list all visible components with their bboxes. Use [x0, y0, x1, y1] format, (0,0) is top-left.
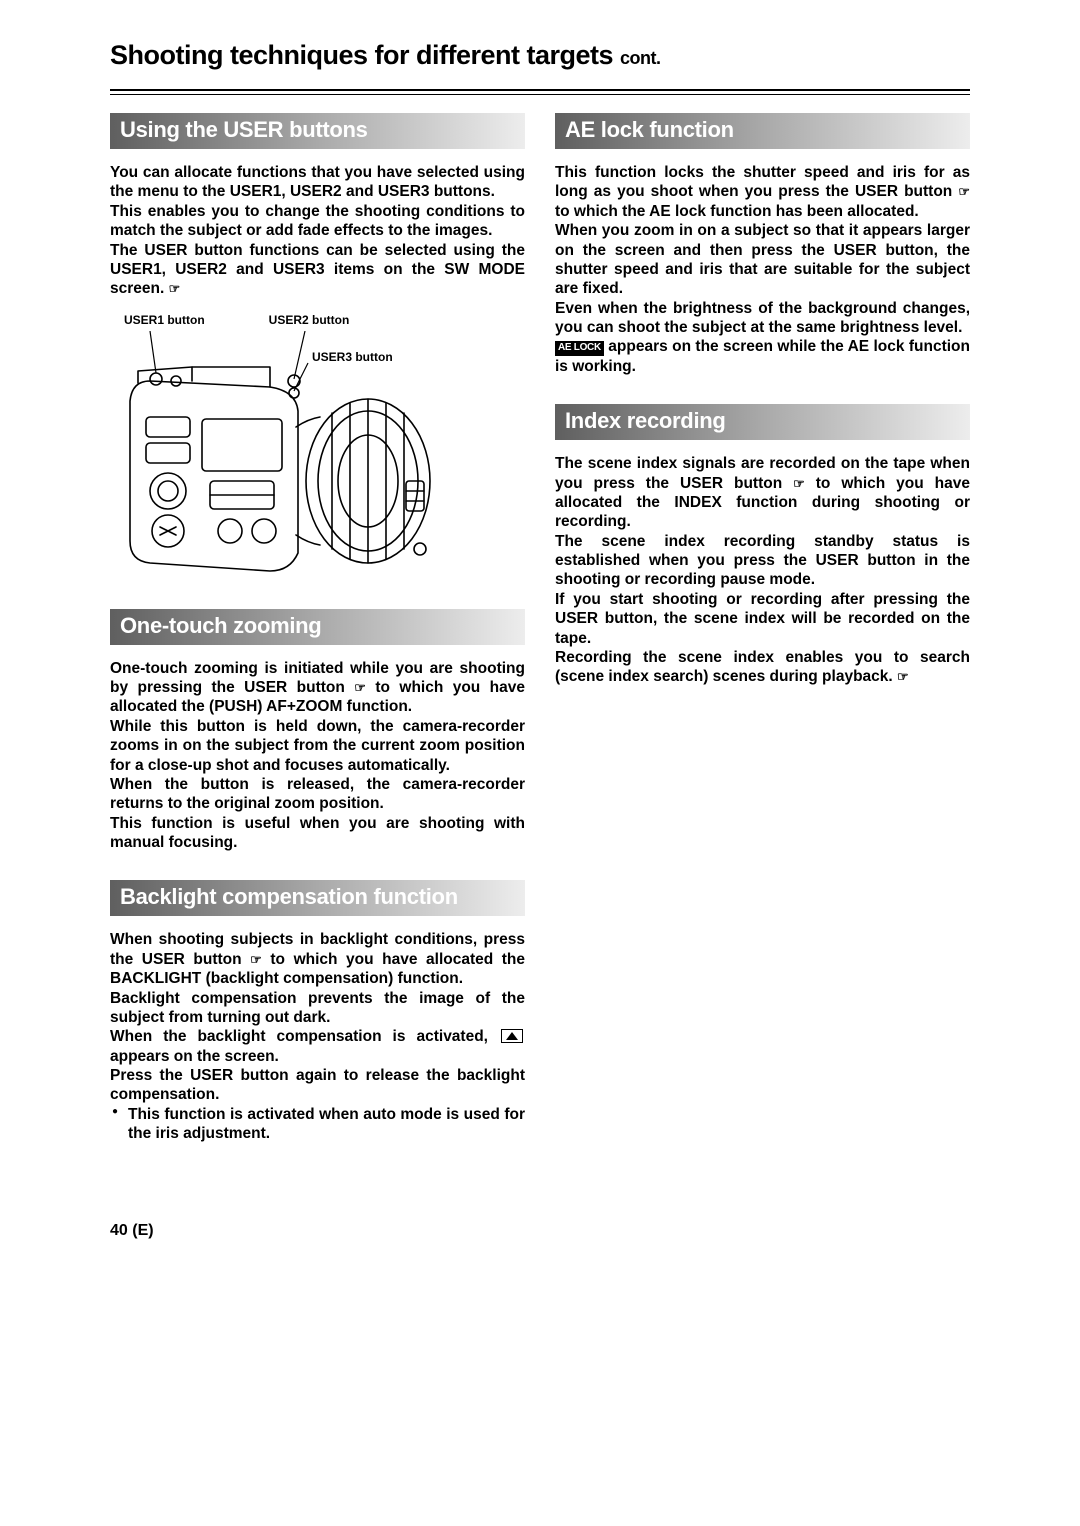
one-touch-p1: One-touch zooming is initiated while you… [110, 659, 525, 717]
header-backlight: Backlight compensation function [110, 880, 525, 916]
index-p4: Recording the scene index enables you to… [555, 648, 970, 687]
right-column: AE lock function This function locks the… [555, 113, 970, 1172]
section-backlight: Backlight compensation function When sho… [110, 880, 525, 1143]
camera-diagram: USER1 button USER2 button USER3 button [120, 313, 525, 581]
ae-lock-p1: This function locks the shutter speed an… [555, 163, 970, 221]
ae-lock-p2: When you zoom in on a subject so that it… [555, 221, 970, 299]
index-p2: The scene index recording standby status… [555, 532, 970, 590]
backlight-p4: Press the USER button again to release t… [110, 1066, 525, 1105]
title-rule [110, 89, 970, 95]
one-touch-p3: When the button is released, the camera-… [110, 775, 525, 814]
ref-icon: ☞ [250, 952, 262, 968]
backlight-note: This function is activated when auto mod… [110, 1105, 525, 1144]
section-one-touch: One-touch zooming One-touch zooming is i… [110, 609, 525, 853]
header-index: Index recording [555, 404, 970, 440]
one-touch-p4: This function is useful when you are sho… [110, 814, 525, 853]
header-ae-lock: AE lock function [555, 113, 970, 149]
ae-lock-p3: Even when the brightness of the backgrou… [555, 299, 970, 338]
user-buttons-p1: You can allocate functions that you have… [110, 163, 525, 202]
ref-icon: ☞ [354, 680, 366, 696]
ae-lock-badge: AE LOCK [555, 341, 604, 356]
user-buttons-p3: The USER button functions can be selecte… [110, 241, 525, 299]
backlight-p1: When shooting subjects in backlight cond… [110, 930, 525, 988]
page-title-cont: cont. [620, 48, 661, 68]
ref-icon: ☞ [958, 184, 970, 200]
header-one-touch: One-touch zooming [110, 609, 525, 645]
backlight-p3: When the backlight compensation is activ… [110, 1027, 525, 1066]
page-title-main: Shooting techniques for different target… [110, 40, 613, 70]
page-title: Shooting techniques for different target… [110, 40, 970, 71]
content-columns: Using the USER buttons You can allocate … [110, 113, 970, 1172]
index-p3: If you start shooting or recording after… [555, 590, 970, 648]
left-column: Using the USER buttons You can allocate … [110, 113, 525, 1172]
section-index: Index recording The scene index signals … [555, 404, 970, 687]
label-user3: USER3 button [312, 350, 393, 364]
one-touch-p2: While this button is held down, the came… [110, 717, 525, 775]
ref-icon: ☞ [793, 476, 805, 492]
ref-icon: ☞ [169, 281, 181, 297]
backlight-p2: Backlight compensation prevents the imag… [110, 989, 525, 1028]
header-user-buttons: Using the USER buttons [110, 113, 525, 149]
backlight-icon [501, 1029, 523, 1043]
section-user-buttons: Using the USER buttons You can allocate … [110, 113, 525, 581]
camera-illustration: USER3 button [120, 331, 440, 581]
label-user2: USER2 button [269, 313, 350, 327]
page-number: 40 (E) [110, 1222, 970, 1240]
ref-icon: ☞ [897, 669, 909, 685]
label-user1: USER1 button [124, 313, 205, 327]
section-ae-lock: AE lock function This function locks the… [555, 113, 970, 376]
index-p1: The scene index signals are recorded on … [555, 454, 970, 532]
ae-lock-p4: AE LOCK appears on the screen while the … [555, 337, 970, 376]
user-buttons-p2: This enables you to change the shooting … [110, 202, 525, 241]
